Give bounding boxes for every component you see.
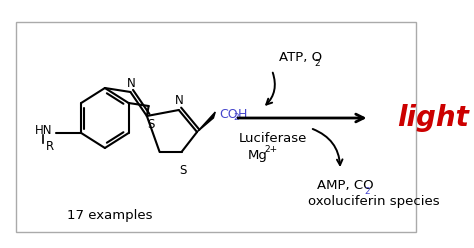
- Text: Luciferase: Luciferase: [239, 131, 307, 145]
- Text: oxoluciferin species: oxoluciferin species: [308, 195, 440, 209]
- Text: N: N: [175, 94, 184, 107]
- Text: light: light: [397, 104, 469, 132]
- Text: 2: 2: [315, 59, 320, 67]
- Polygon shape: [197, 112, 215, 132]
- Text: S: S: [180, 164, 187, 177]
- Text: HN: HN: [35, 124, 52, 137]
- Text: 2: 2: [234, 114, 239, 123]
- Text: ATP, O: ATP, O: [279, 52, 322, 64]
- Text: 2+: 2+: [264, 145, 278, 154]
- Text: S: S: [147, 118, 154, 131]
- Text: CO: CO: [219, 107, 237, 121]
- Text: H: H: [238, 107, 247, 121]
- Bar: [17, 22, 416, 232]
- Text: Mg: Mg: [248, 149, 268, 161]
- Text: N: N: [127, 77, 136, 90]
- Text: 2: 2: [364, 186, 370, 195]
- Text: R: R: [46, 141, 54, 154]
- Text: AMP, CO: AMP, CO: [318, 179, 374, 191]
- Text: 17 examples: 17 examples: [67, 209, 152, 221]
